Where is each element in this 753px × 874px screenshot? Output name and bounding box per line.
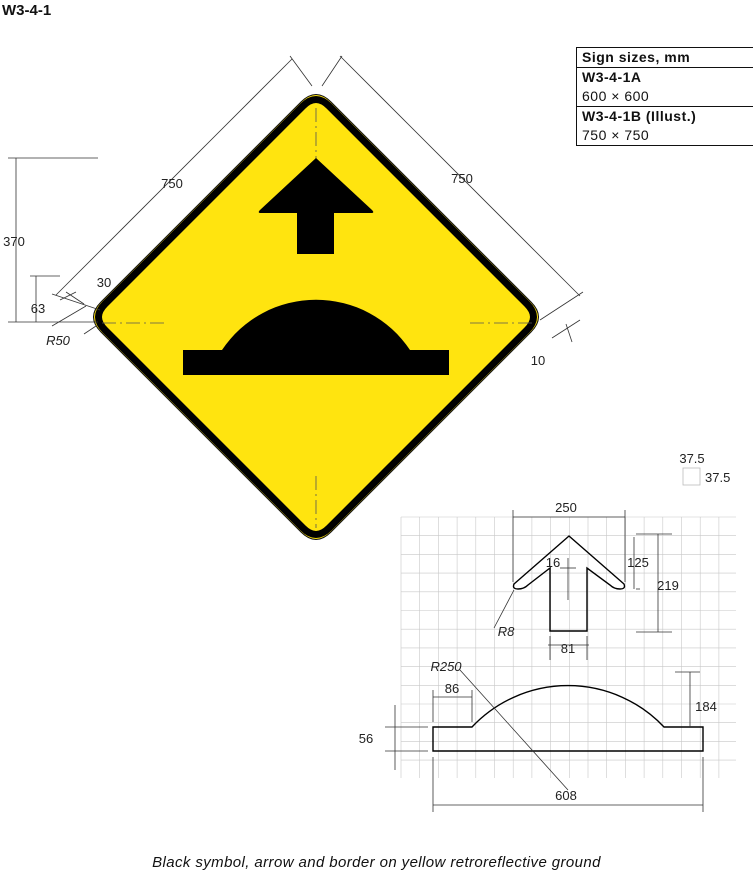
dim-corner-radius: R50 xyxy=(46,333,71,348)
dim-stem-width: 81 xyxy=(561,641,575,656)
size-row-code: W3-4-1B (Illust.) xyxy=(577,106,753,126)
dim-total-width: 608 xyxy=(555,788,577,803)
grid-cell-height: 37.5 xyxy=(705,470,730,485)
dim-edge-margin: 10 xyxy=(531,353,545,368)
speed-hump-symbol xyxy=(183,299,449,375)
warning-sign xyxy=(93,94,539,540)
sign-sizes-table: Sign sizes, mm W3-4-1A 600 × 600 W3-4-1B… xyxy=(576,47,753,146)
grid-cell-width: 37.5 xyxy=(679,451,704,466)
arrow-symbol xyxy=(258,158,374,254)
caption: Black symbol, arrow and border on yellow… xyxy=(152,854,601,871)
size-row-value: 750 × 750 xyxy=(582,127,650,143)
sizes-table-header: Sign sizes, mm xyxy=(582,49,691,65)
dim-border-inset: 30 xyxy=(97,275,111,290)
dim-side-left: 750 xyxy=(161,176,183,191)
sign-dimensions xyxy=(8,55,584,343)
dim-bar-end-length: 86 xyxy=(445,681,459,696)
sign-code-title: W3-4-1 xyxy=(2,2,52,19)
dim-tip-radius: R8 xyxy=(498,624,515,639)
dim-arrow-head-height: 125 xyxy=(627,555,649,570)
size-row-value: 600 × 600 xyxy=(582,88,650,104)
dim-hump-height: 184 xyxy=(695,699,717,714)
detail-dimensions xyxy=(385,510,704,812)
hump-outline-detail xyxy=(432,684,704,752)
grid-scale-cell xyxy=(682,467,701,486)
dim-arrow-height: 219 xyxy=(657,578,679,593)
dim-hump-radius: R250 xyxy=(430,659,462,674)
arrow-outline-detail xyxy=(512,535,626,632)
dim-side-right: 750 xyxy=(451,171,473,186)
dim-half-height: 370 xyxy=(3,234,25,249)
sign-black-border xyxy=(95,96,537,538)
dim-bar-height: 56 xyxy=(359,731,373,746)
dim-bottom-offset: 63 xyxy=(31,301,45,316)
dim-barb-depth: 16 xyxy=(546,555,560,570)
dim-arrow-width: 250 xyxy=(555,500,577,515)
size-row-code: W3-4-1A xyxy=(577,67,753,87)
